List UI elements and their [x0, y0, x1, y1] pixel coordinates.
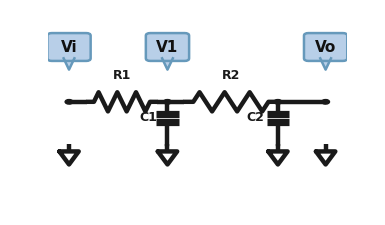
FancyBboxPatch shape	[47, 34, 90, 62]
Polygon shape	[64, 59, 74, 70]
FancyBboxPatch shape	[146, 34, 189, 62]
Text: V1: V1	[156, 39, 179, 54]
Circle shape	[65, 100, 73, 105]
Text: C2: C2	[246, 111, 264, 124]
Polygon shape	[162, 59, 173, 70]
Text: Vo: Vo	[315, 39, 336, 54]
Circle shape	[164, 100, 171, 105]
Text: R1: R1	[113, 69, 131, 82]
Text: C1: C1	[139, 111, 157, 124]
Circle shape	[274, 100, 282, 105]
Text: R2: R2	[222, 69, 240, 82]
Circle shape	[322, 100, 330, 105]
Text: Vi: Vi	[61, 39, 77, 54]
FancyBboxPatch shape	[304, 34, 347, 62]
Polygon shape	[320, 59, 331, 70]
